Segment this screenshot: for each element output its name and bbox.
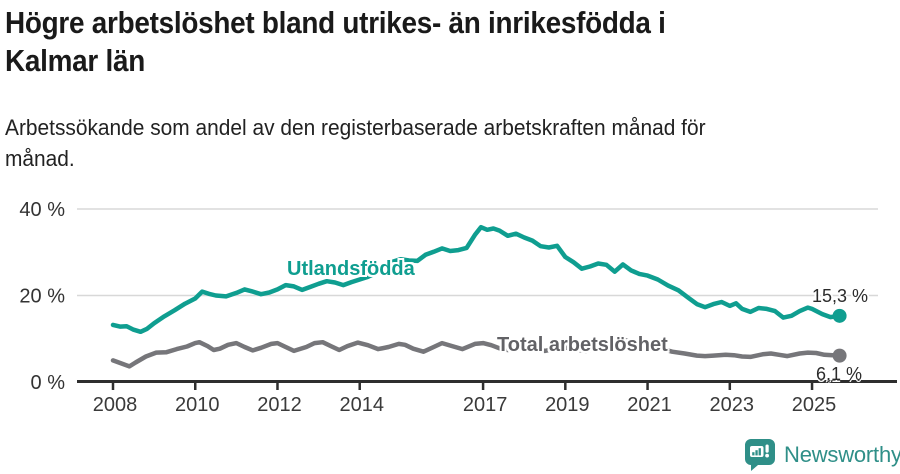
y-tick-label: 0 % — [31, 372, 66, 394]
end-dot-total-arbetsl-shet — [832, 348, 847, 363]
end-value-total: 6,1 % — [815, 364, 862, 384]
x-tick-label: 2017 — [463, 394, 508, 416]
newsworthy-wordmark: Newsworthy — [784, 441, 900, 467]
chart-subtitle: Arbetssökande som andel av den registerb… — [5, 115, 706, 171]
x-tick-label: 2010 — [175, 394, 220, 416]
y-tick-label: 20 % — [19, 286, 65, 308]
x-tick-label: 2025 — [792, 394, 837, 416]
x-tick-label: 2008 — [93, 394, 138, 416]
y-tick-label: 40 % — [19, 199, 65, 221]
end-dot-utlandsf-dda — [832, 308, 847, 323]
x-tick-label: 2012 — [257, 394, 302, 416]
newsworthy-logo: Newsworthy — [744, 438, 900, 471]
x-tick-label: 2023 — [710, 394, 755, 416]
series-line-total-arbetsl-shet — [110, 338, 842, 369]
x-tick-label: 2021 — [627, 394, 672, 416]
series-label-utlandsfodda: Utlandsfödda — [287, 258, 415, 280]
series-line-utlandsf-dda — [110, 224, 842, 335]
series-label-total-arbetsloshet: Total arbetslöshet — [497, 334, 668, 356]
x-tick-label: 2014 — [339, 394, 384, 416]
newsworthy-icon — [745, 439, 775, 471]
chart-title: Högre arbetslöshet bland utrikes- än inr… — [5, 5, 666, 78]
x-tick-label: 2019 — [545, 394, 590, 416]
end-value-utlandsfodda: 15,3 % — [811, 286, 868, 306]
